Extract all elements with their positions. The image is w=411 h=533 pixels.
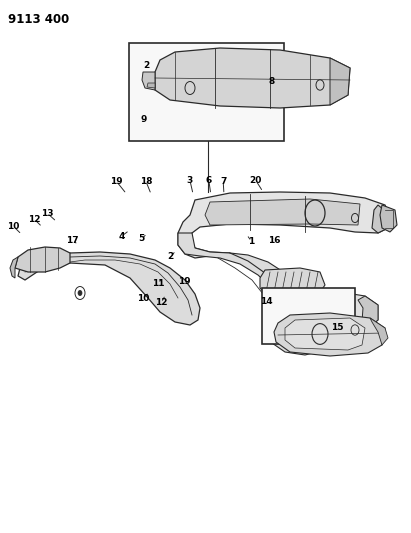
Text: 19: 19 — [178, 277, 190, 286]
Text: 16: 16 — [268, 237, 281, 245]
Bar — [129, 43, 284, 141]
Text: 3: 3 — [187, 176, 193, 184]
Text: 4: 4 — [118, 232, 125, 240]
Text: 10: 10 — [7, 222, 20, 231]
Polygon shape — [15, 247, 70, 272]
Text: 9: 9 — [141, 116, 147, 124]
Text: 7: 7 — [220, 177, 226, 185]
Polygon shape — [380, 205, 397, 232]
Bar — [262, 288, 355, 344]
Polygon shape — [178, 233, 305, 305]
Polygon shape — [285, 318, 365, 350]
Polygon shape — [370, 318, 388, 345]
Text: 14: 14 — [260, 297, 272, 305]
Text: 10: 10 — [137, 294, 149, 303]
Text: 8: 8 — [268, 77, 275, 85]
Polygon shape — [270, 312, 345, 355]
Polygon shape — [142, 72, 155, 90]
Polygon shape — [155, 48, 350, 108]
Polygon shape — [330, 58, 350, 105]
Text: 9113 400: 9113 400 — [8, 13, 69, 26]
Text: 2: 2 — [143, 61, 149, 69]
Text: 15: 15 — [331, 323, 343, 332]
Polygon shape — [10, 257, 18, 278]
Polygon shape — [290, 292, 378, 332]
Text: 17: 17 — [66, 237, 78, 245]
Polygon shape — [18, 252, 200, 325]
Text: 6: 6 — [206, 176, 212, 184]
Polygon shape — [274, 313, 385, 356]
Text: 13: 13 — [41, 209, 53, 217]
Polygon shape — [205, 199, 360, 225]
Polygon shape — [147, 83, 155, 88]
Polygon shape — [260, 268, 325, 298]
Circle shape — [78, 290, 82, 296]
Text: 11: 11 — [152, 279, 164, 288]
Text: 2: 2 — [167, 253, 174, 261]
Polygon shape — [372, 205, 390, 233]
Polygon shape — [358, 296, 378, 328]
Text: 18: 18 — [140, 177, 152, 185]
Text: 12: 12 — [28, 215, 40, 223]
Text: 20: 20 — [249, 176, 262, 184]
Text: 19: 19 — [110, 177, 122, 185]
Text: 1: 1 — [248, 237, 255, 246]
Text: 5: 5 — [139, 235, 145, 243]
Text: 12: 12 — [155, 298, 167, 307]
Polygon shape — [178, 192, 390, 258]
